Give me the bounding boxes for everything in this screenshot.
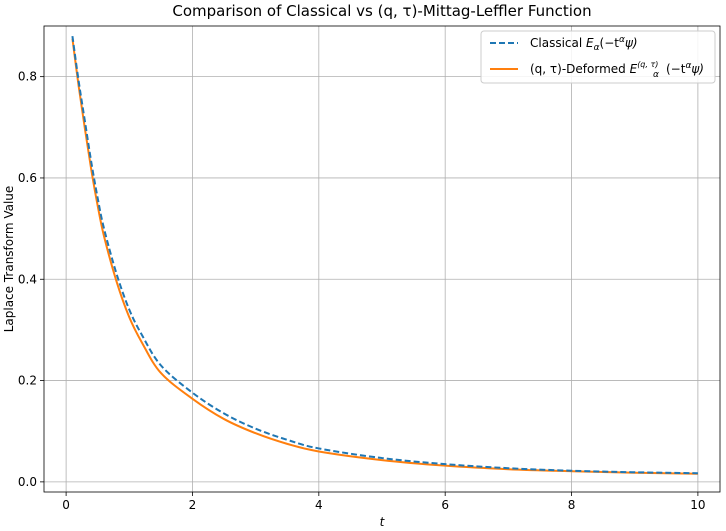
series-line-deformed [71,38,698,475]
legend-label-classical: Classical Eα(−tαψ) [530,35,638,53]
x-tick-label: 8 [568,498,576,512]
x-axis-label: t [380,515,386,529]
legend-label-deformed: (q, τ)-Deformed E(q, τ) α (−tαψ) [530,60,704,80]
y-tick-label: 0.8 [18,70,37,84]
x-tick-label: 2 [189,498,197,512]
chart-title: Comparison of Classical vs (q, τ)-Mittag… [172,2,591,20]
axis-ticks: 0 2 4 6 8 10 0.0 0.2 0.4 0.6 0.8 [18,70,706,512]
series-lines [71,35,698,475]
x-tick-label: 10 [690,498,705,512]
legend: Classical Eα(−tαψ) (q, τ)-Deformed E(q, … [480,30,716,84]
x-tick-label: 4 [315,498,323,512]
y-axis-label: Laplace Transform Value [2,186,16,333]
x-tick-label: 0 [62,498,70,512]
y-tick-label: 0.4 [18,272,37,286]
series-line-classical [71,35,698,475]
grid-lines [44,26,720,492]
legend-box [480,30,716,84]
y-tick-label: 0.6 [18,171,37,185]
y-tick-label: 0.0 [18,475,37,489]
x-tick-label: 6 [441,498,449,512]
y-tick-label: 0.2 [18,374,37,388]
plot-frame [43,25,721,493]
